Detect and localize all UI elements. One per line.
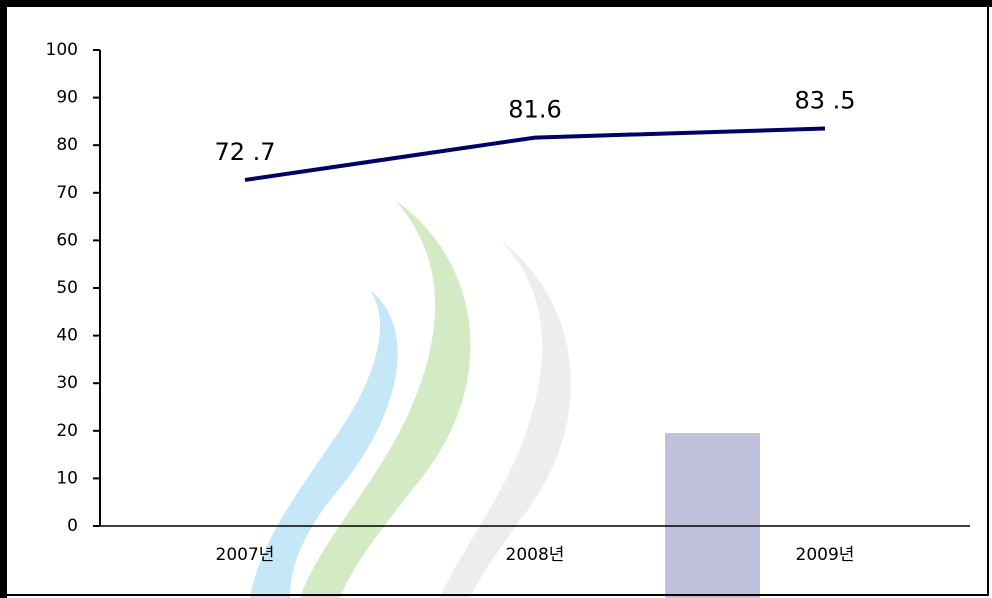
y-tick-label: 0 xyxy=(67,516,78,536)
y-tick-label: 20 xyxy=(56,421,78,441)
watermark xyxy=(250,200,760,598)
y-tick-label: 10 xyxy=(56,468,78,488)
y-tick-label: 30 xyxy=(56,373,78,393)
chart: 0 10 20 30 40 50 60 70 80 90 100 2007년 2008년 2009년 72 … xyxy=(0,0,992,598)
x-tick-label: 2007년 xyxy=(216,545,275,565)
value-label: 83 .5 xyxy=(794,87,855,115)
y-tick-label: 70 xyxy=(56,183,78,203)
y-tick-label: 50 xyxy=(56,278,78,298)
frame-top xyxy=(0,0,992,7)
frame-left xyxy=(0,0,7,598)
x-tick-label: 2008년 xyxy=(506,545,565,565)
value-label: 72 .7 xyxy=(214,138,275,166)
y-tick-label: 100 xyxy=(46,40,78,60)
watermark-block xyxy=(665,433,760,598)
y-tick-label: 40 xyxy=(56,326,78,346)
y-tick-label: 90 xyxy=(56,88,78,108)
y-tick-label: 80 xyxy=(56,135,78,155)
page: {"chart_data": {"type": "line", "categor… xyxy=(0,0,992,598)
line xyxy=(245,129,825,180)
value-label: 81.6 xyxy=(508,96,561,124)
x-tick-label: 2009년 xyxy=(796,545,855,565)
y-tick-label: 60 xyxy=(56,230,78,250)
